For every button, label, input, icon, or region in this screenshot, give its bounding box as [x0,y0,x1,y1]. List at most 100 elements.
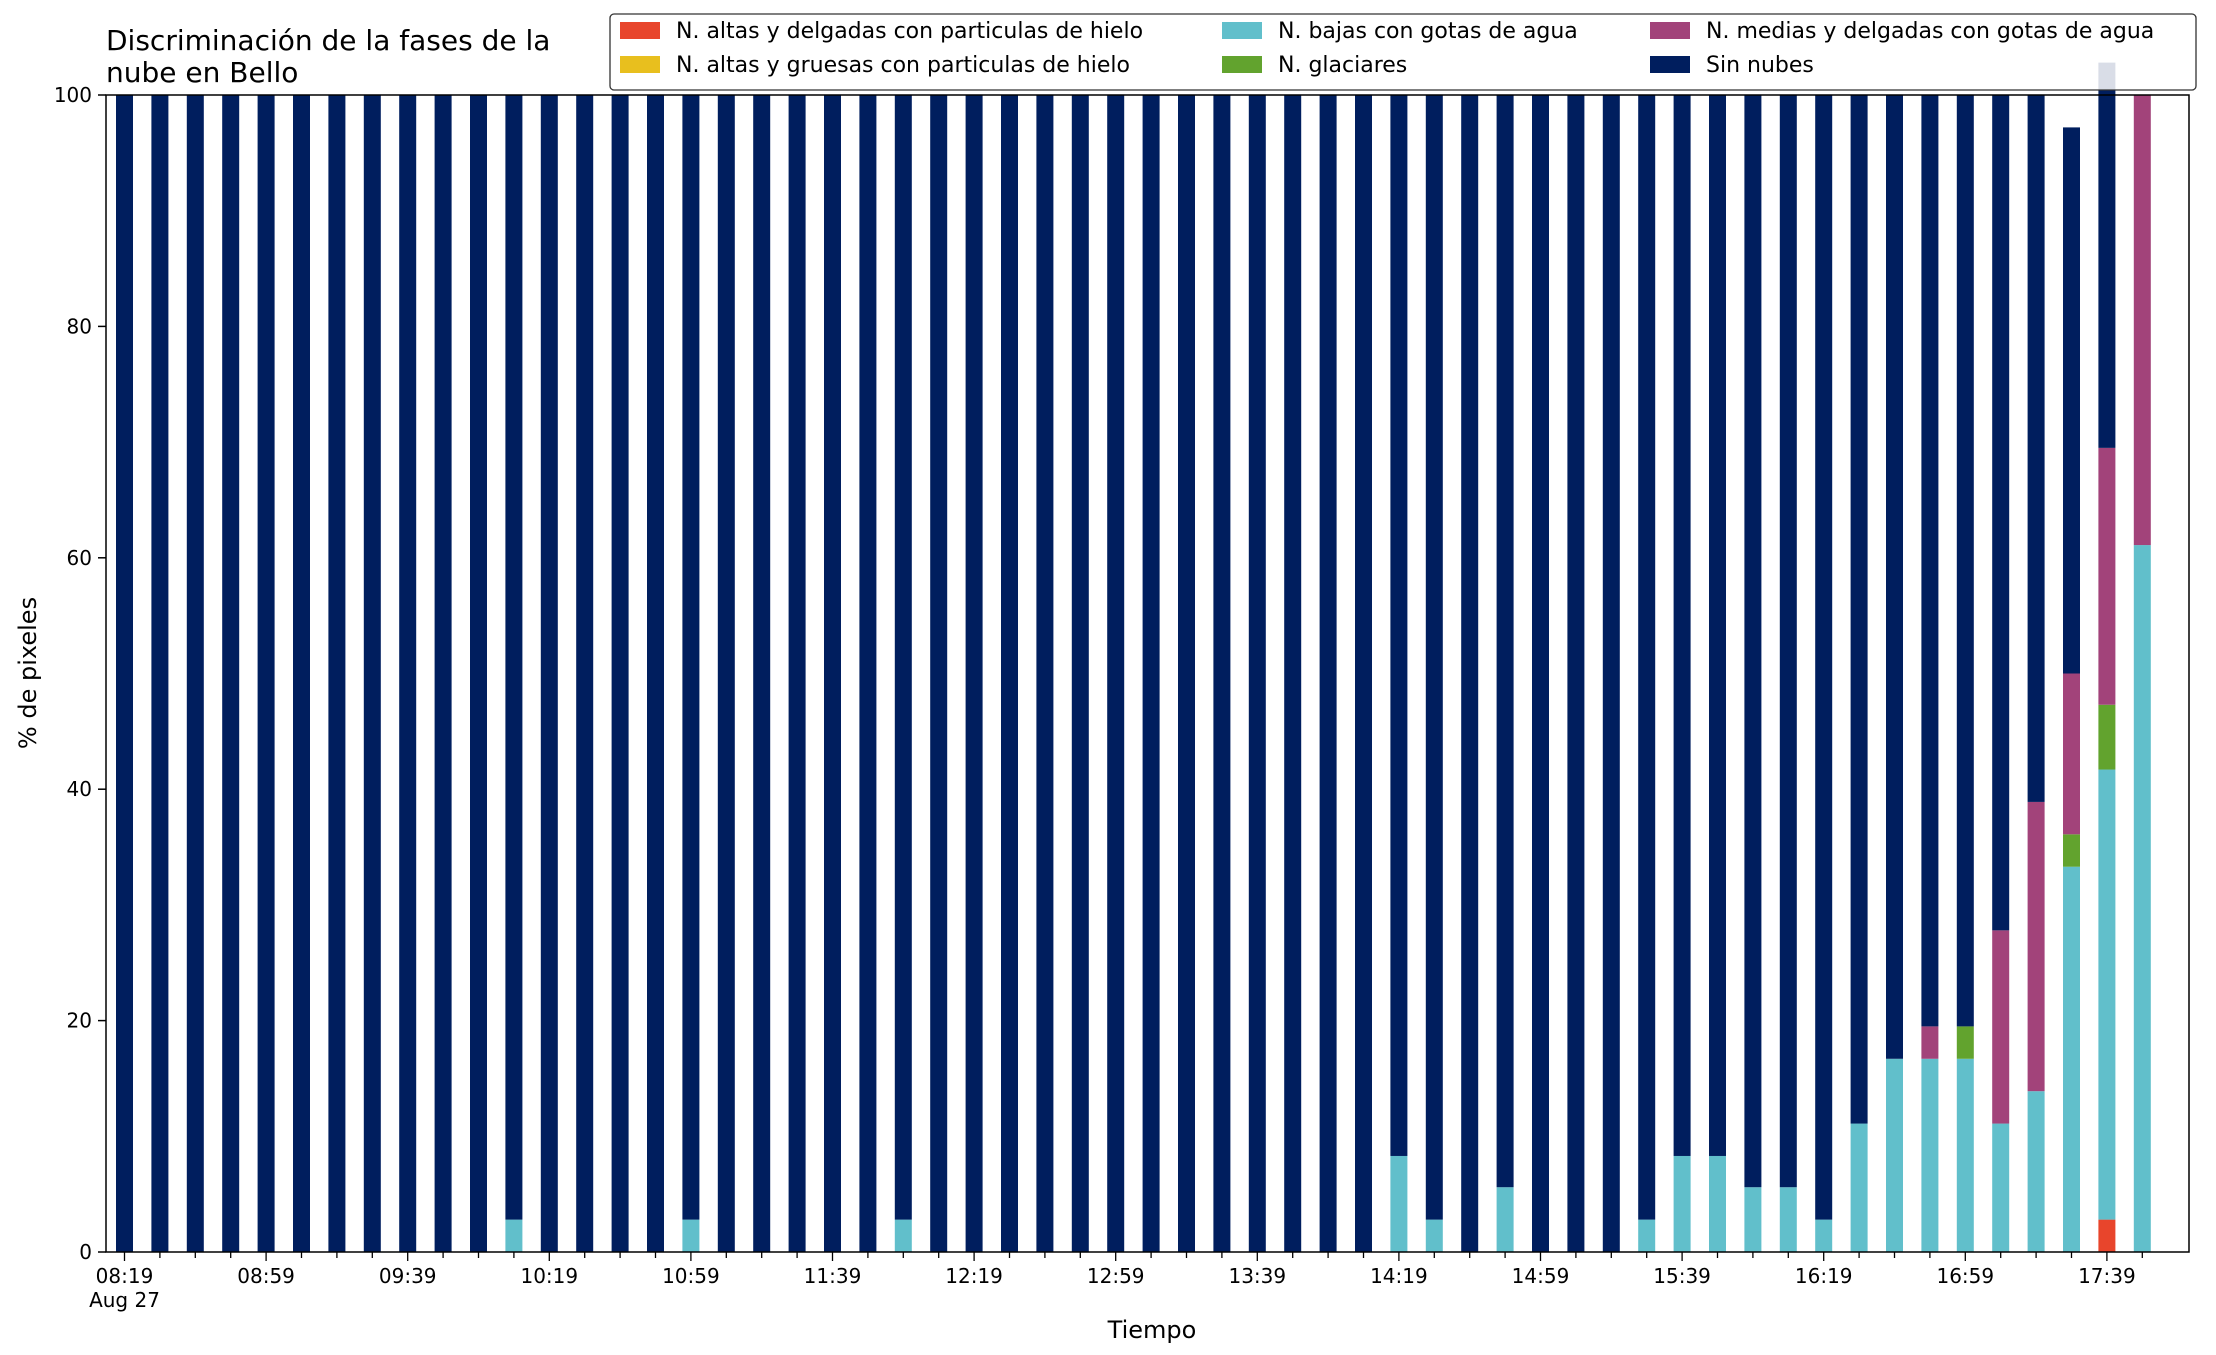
bar-segment-54-series-2 [2027,1091,2045,1252]
bar-segment-56-series-0 [2098,1219,2116,1252]
bar-segment-47-series-5 [1779,95,1797,1188]
bar-segment-45-series-5 [1709,95,1726,1156]
bar-segment-8-series-5 [399,95,417,1252]
x-tick-label-44: 15:39 [1653,1264,1711,1288]
bar-segment-11-series-2 [505,1219,523,1252]
bar-segment-21-series-5 [859,95,877,1252]
bars-layer [116,62,2151,1252]
bar-segment-37-series-5 [1425,95,1443,1220]
bar-segment-17-series-5 [717,95,735,1252]
bar-segment-57-series-2 [2133,545,2151,1252]
bar-segment-33-series-5 [1284,95,1302,1252]
y-tick-label-100: 100 [54,83,92,107]
bar-segment-54-series-5 [2027,95,2045,802]
legend-swatch-3 [1222,56,1262,73]
bar-segment-53-series-4 [1992,930,2010,1124]
bar-segment-56-series-5 [2098,62,2116,448]
bar-segment-36-series-5 [1390,95,1408,1156]
bar-segment-26-series-5 [1036,95,1054,1252]
bar-segment-49-series-5 [1850,95,1868,1124]
bar-segment-12-series-5 [540,95,558,1252]
bar-segment-34-series-5 [1319,95,1337,1252]
x-tick-label-48: 16:19 [1795,1264,1853,1288]
bar-segment-55-series-2 [2063,866,2080,1252]
x-tick-sublabel-0: Aug 27 [89,1288,160,1312]
y-tick-label-60: 60 [67,546,92,570]
bar-segment-30-series-5 [1178,95,1195,1252]
bar-segment-4-series-5 [257,95,275,1252]
legend: N. altas y delgadas con particulas de hi… [609,13,2197,91]
bar-segment-55-series-3 [2063,834,2080,867]
legend-swatch-5 [1650,56,1690,73]
bar-segment-32-series-5 [1248,95,1266,1252]
x-tick-label-4: 08:59 [237,1264,295,1288]
y-tick-label-0: 0 [79,1240,92,1264]
bar-segment-46-series-5 [1744,95,1762,1188]
legend-swatch-2 [1222,22,1262,39]
bar-segment-45-series-2 [1709,1155,1726,1252]
bar-segment-44-series-5 [1673,95,1691,1156]
bar-segment-48-series-5 [1815,95,1833,1220]
bar-segment-35-series-5 [1355,95,1372,1252]
bar-segment-1-series-5 [151,95,169,1252]
bar-segment-46-series-2 [1744,1187,1762,1252]
y-tick-label-40: 40 [67,777,92,801]
bar-segment-24-series-5 [965,95,983,1252]
y-axis-label: % de pixeles [14,597,42,749]
bar-segment-28-series-5 [1107,95,1125,1252]
bar-segment-54-series-4 [2027,801,2045,1092]
bar-segment-18-series-5 [753,95,771,1252]
bar-segment-39-series-5 [1496,95,1514,1188]
legend-label-1: N. altas y gruesas con particulas de hie… [676,53,1130,78]
x-tick-label-56: 17:39 [2078,1264,2136,1288]
bar-segment-44-series-2 [1673,1155,1691,1252]
x-tick-label-12: 10:19 [520,1264,578,1288]
bar-segment-50-series-2 [1886,1058,1903,1252]
y-axis: 0 20 40 60 80 100 [54,83,106,1264]
bar-segment-57-series-4 [2133,95,2151,546]
x-tick-label-0: 08:19 [96,1264,154,1288]
x-tick-label-52: 16:59 [1936,1264,1994,1288]
chart-title-line-2: nube en Bello [106,56,298,89]
legend-swatch-1 [620,56,660,73]
legend-swatch-4 [1650,22,1690,39]
x-tick-label-32: 13:39 [1228,1264,1286,1288]
bar-segment-11-series-5 [505,95,523,1220]
bar-segment-52-series-5 [1956,95,1974,1027]
bar-segment-52-series-2 [1956,1058,1974,1252]
x-tick-label-16: 10:59 [662,1264,720,1288]
legend-label-5: Sin nubes [1706,53,1814,78]
bar-segment-13-series-5 [576,95,594,1252]
bar-segment-22-series-5 [894,95,912,1220]
bar-segment-19-series-5 [788,95,806,1252]
legend-swatch-0 [620,22,660,39]
bar-segment-10-series-5 [470,95,487,1252]
y-tick-label-20: 20 [67,1009,92,1033]
bar-segment-55-series-4 [2063,673,2080,835]
legend-frame [609,13,2197,91]
bar-segment-27-series-5 [1071,95,1089,1252]
bar-segment-5-series-5 [293,95,310,1252]
bar-segment-38-series-5 [1461,95,1479,1252]
bar-segment-55-series-5 [2063,127,2080,674]
bar-segment-23-series-5 [930,95,948,1252]
bar-segment-47-series-2 [1779,1187,1797,1252]
bar-segment-22-series-2 [894,1219,912,1252]
x-tick-label-36: 14:19 [1370,1264,1428,1288]
bar-segment-50-series-5 [1886,95,1903,1059]
bar-segment-52-series-3 [1956,1026,1974,1059]
bar-segment-0-series-5 [116,95,133,1252]
x-axis-label: Tiempo [1107,1316,1197,1344]
legend-label-0: N. altas y delgadas con particulas de hi… [676,19,1143,44]
bar-segment-49-series-2 [1850,1123,1868,1252]
bar-segment-41-series-5 [1567,95,1585,1252]
bar-segment-20-series-5 [824,95,841,1252]
x-tick-label-24: 12:19 [945,1264,1003,1288]
bar-segment-40-series-5 [1532,95,1549,1252]
bar-segment-9-series-5 [434,95,452,1252]
bar-segment-51-series-2 [1921,1058,1939,1252]
x-tick-label-40: 14:59 [1512,1264,1570,1288]
bar-segment-29-series-5 [1142,95,1160,1252]
bar-segment-15-series-5 [647,95,664,1252]
